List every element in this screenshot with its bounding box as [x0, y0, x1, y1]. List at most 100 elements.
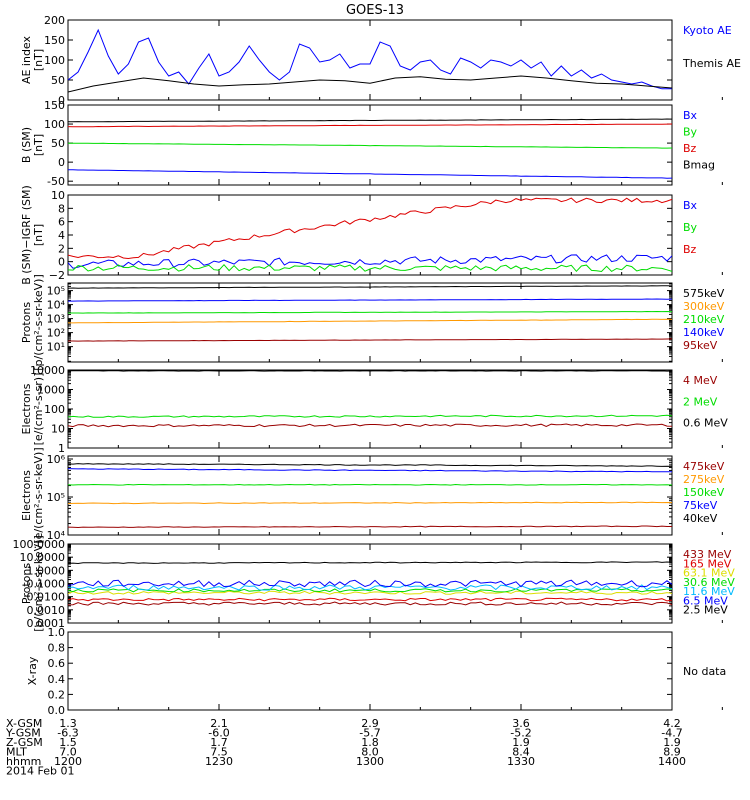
- y-axis-label: [p/(cm²-s-sr-keV)]: [32, 535, 45, 632]
- series-line-575kev: [68, 285, 672, 289]
- ephemeris-value: 1330: [507, 755, 535, 768]
- y-axis-label: Electrons: [20, 470, 33, 521]
- y-tick-label: 0.0010: [27, 604, 66, 617]
- series-line-475kev: [68, 525, 672, 529]
- y-axis-label: Protons: [20, 563, 33, 604]
- panel-2: -50 0 50 100 150 B (SM) [nT] Bx By Bz Bmag: [20, 99, 723, 188]
- legend-label: 433 MeV: [683, 548, 732, 561]
- y-tick-label: 0.8: [48, 642, 66, 655]
- ephemeris-row-label: MLT: [6, 746, 27, 759]
- y-axis-label: B (SM)−IGRF (SM): [20, 185, 33, 285]
- legend-label: 2 MeV: [683, 395, 718, 408]
- y-tick-label: 2: [58, 242, 65, 255]
- y-axis-label: [e/(cm²-s-sr-keV)]: [32, 447, 45, 543]
- date-label: 2014 Feb 01: [6, 765, 74, 778]
- legend-label: 150keV: [683, 486, 725, 499]
- y-tick-label: 0: [58, 94, 65, 107]
- series-line-bmag: [68, 118, 672, 123]
- series-line-bz: [68, 197, 672, 260]
- legend-label: 75keV: [683, 499, 718, 512]
- ephemeris-row-label: X-GSM: [6, 717, 42, 730]
- series-line-themis-ae: [68, 75, 672, 93]
- ephemeris-value: 1.9: [512, 736, 530, 749]
- series-line-165-mev: [68, 597, 672, 602]
- series-line-63.1-mev: [68, 590, 672, 595]
- ephemeris-value: 8.9: [663, 746, 681, 759]
- y-tick-label: 1.0: [48, 626, 66, 639]
- y-axis-label: [p/(cm²-s-sr-keV)]: [32, 274, 45, 371]
- y-tick-label: 150: [44, 99, 65, 112]
- y-axis-label: [nT]: [32, 134, 45, 156]
- y-tick-label: 200: [44, 14, 65, 27]
- y-tick-label: 100: [44, 118, 65, 131]
- y-tick-label: 10⁴: [47, 299, 66, 312]
- series-line-6.5-mev: [68, 579, 672, 588]
- y-tick-label: 10³: [47, 313, 65, 326]
- y-tick-label: 4: [58, 229, 65, 242]
- series-line-2-mev: [68, 414, 672, 418]
- y-tick-label: 10⁵: [47, 491, 65, 504]
- y-tick-label: 50: [51, 137, 65, 150]
- y-tick-label: 10000: [30, 364, 65, 377]
- ephemeris-value: 1.3: [59, 717, 77, 730]
- legend-label: 11.6 MeV: [683, 585, 735, 598]
- y-tick-label: 10.0000: [20, 551, 66, 564]
- legend-label: 210keV: [683, 313, 725, 326]
- panel-8: 0.0 0.2 0.4 0.6 0.8 1.0 X-ray No data: [26, 626, 726, 717]
- series-line-300kev: [68, 318, 672, 324]
- ephemeris-value: -6.3: [57, 727, 78, 740]
- ephemeris-value: 1300: [356, 755, 384, 768]
- ephemeris-value: -5.2: [510, 727, 531, 740]
- ephemeris-value: -5.7: [359, 727, 380, 740]
- panel-frame: [67, 104, 673, 186]
- y-tick-label: 1.0000: [27, 564, 66, 577]
- y-tick-label: 10⁵: [47, 285, 65, 298]
- ephemeris-value: 1400: [658, 755, 686, 768]
- ephemeris-footer: X-GSM 1.3 2.1 2.9 3.6 4.2 Y-GSM -6.3 -6.0 -5.7 -5.…: [5, 717, 686, 778]
- series-line-275kev: [68, 501, 672, 505]
- legend-label: By: [683, 221, 698, 234]
- legend-label: Bmag: [683, 159, 715, 172]
- series-line-433-mev: [68, 601, 672, 606]
- ephemeris-row-label: hhmm: [6, 755, 41, 768]
- legend-label: Themis AE: [682, 57, 741, 70]
- legend-label: 140keV: [683, 326, 725, 339]
- ephemeris-value: 8.0: [361, 746, 379, 759]
- legend-label: Kyoto AE: [683, 24, 732, 37]
- ephemeris-value: 8.4: [512, 746, 530, 759]
- y-tick-label: 8: [58, 202, 65, 215]
- ephemeris-value: 1.9: [663, 736, 681, 749]
- legend-label: Bx: [683, 199, 698, 212]
- series-line-75kev: [68, 468, 672, 473]
- panel-frame: [67, 369, 673, 449]
- panel-frame: [67, 194, 673, 276]
- legend-label: 275keV: [683, 473, 725, 486]
- series-line-150kev: [68, 483, 672, 486]
- legend-label: 63.1 MeV: [683, 567, 735, 580]
- y-axis-label: X-ray: [26, 656, 39, 685]
- ephemeris-value: 2.9: [361, 717, 379, 730]
- y-tick-label: 0.6: [48, 657, 66, 670]
- ephemeris-value: 1.8: [361, 736, 379, 749]
- legend-label: 300keV: [683, 300, 725, 313]
- y-tick-label: 0.0001: [27, 617, 66, 630]
- series-line-by: [68, 263, 672, 273]
- y-tick-label: 150: [44, 34, 65, 47]
- ephemeris-value: 4.2: [663, 717, 681, 730]
- y-tick-label: -50: [47, 175, 65, 188]
- y-axis-label: B (SM): [20, 127, 33, 163]
- y-tick-label: 10⁴: [47, 529, 66, 542]
- legend-label: Bz: [683, 142, 697, 155]
- ephemeris-value: 7.5: [210, 746, 228, 759]
- y-tick-label: 10¹: [47, 341, 65, 354]
- panel-frame: [67, 631, 673, 711]
- panel-1: 0 50 100 150 200 AE index [nT] Kyoto AE Themis A…: [20, 14, 741, 107]
- y-axis-label: Protons: [20, 302, 33, 343]
- series-line-bx: [68, 169, 672, 179]
- panel-7: 0.00010.00100.01000.10001.000010.0000100…: [13, 535, 736, 632]
- y-tick-label: 0.0100: [27, 591, 66, 604]
- y-tick-label: 1: [58, 442, 65, 455]
